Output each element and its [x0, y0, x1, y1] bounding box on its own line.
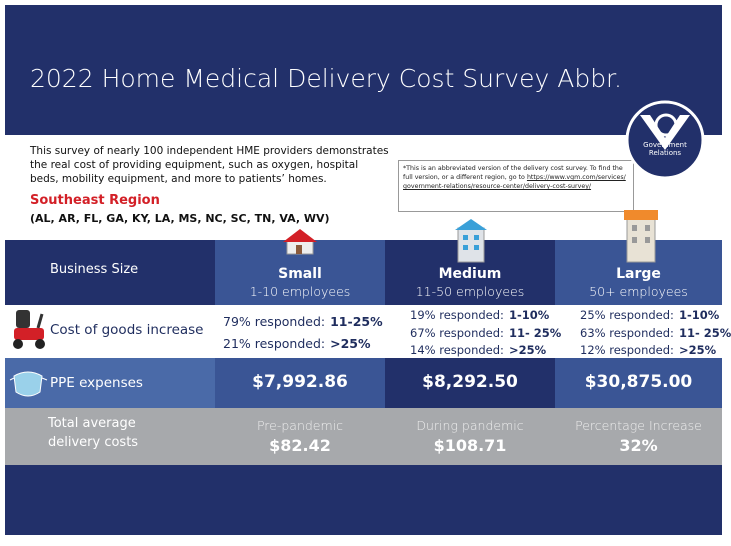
ppe-value: $8,292.50 [422, 372, 518, 392]
large-building-icon [624, 210, 658, 263]
total-label: Percentage Increase [575, 418, 702, 433]
intro-text: This survey of nearly 100 independent HM… [30, 145, 389, 185]
response-share: 25% responded: [580, 308, 674, 322]
response-line: 67% responded: 11- 25% [410, 326, 561, 340]
response-share: 79% responded: [223, 314, 326, 329]
response-range: 1-10% [508, 308, 550, 322]
response-share: 14% responded: [410, 343, 504, 357]
response-share: 63% responded: [580, 325, 674, 340]
column-name: Medium [438, 266, 502, 282]
intro-panel [5, 135, 722, 240]
house-icon [283, 229, 317, 255]
response-share: 21% responded: [223, 336, 326, 351]
logo: Government Relations [625, 100, 705, 180]
region: Southeast Region [30, 193, 160, 208]
response-range: >25% [678, 343, 717, 357]
response-range: 11- 25% [678, 325, 731, 340]
response-range: 11- 25% [508, 325, 562, 340]
total-row [5, 408, 722, 465]
response-line: 19% responded: 1-10% [410, 308, 549, 322]
logo-text: Government Relations [643, 141, 687, 157]
note-link[interactable]: https://www.vgm.com/services/government-… [403, 174, 626, 190]
total-value: $82.42 [269, 436, 331, 455]
response-share: 19% responded: [410, 308, 504, 322]
response-line: 14% responded: >25% [410, 343, 546, 357]
response-range: 11-25% [330, 314, 383, 329]
cost-row: Cost of goods increase 79% responded: 11-2… [5, 305, 731, 358]
response-line: 79% responded: 11-25% [223, 314, 383, 329]
medium-building-icon [455, 219, 487, 263]
note-text: *This is an abbreviated version of the d… [403, 165, 623, 181]
title: 2022 Home Medical Delivery Cost Survey A… [30, 64, 622, 93]
column-name: Large [616, 266, 661, 282]
ppe-cell [385, 358, 555, 408]
response-range: >25% [508, 343, 547, 357]
note-box: *This is an abbreviated version of the d… [398, 160, 634, 212]
response-share: 67% responded: [410, 325, 504, 340]
response-range: 1-10% [678, 308, 720, 322]
header-cell: Large 50+ employees [555, 240, 722, 305]
response-line: 63% responded: 11- 25% [580, 326, 731, 340]
response-range: >25% [330, 336, 371, 351]
row-label: Cost of goods increase [50, 322, 204, 338]
header-cell: Business Size [5, 240, 215, 305]
total-label: During pandemic [416, 418, 524, 433]
column-sub: 50+ employees [589, 284, 688, 299]
column-sub: 1-10 employees [249, 284, 351, 299]
ppe-value: $7,992.86 [252, 372, 348, 392]
total-value: 32% [619, 436, 658, 455]
response-share: 12% responded: [580, 343, 674, 357]
response-line: 12% responded: >25% [580, 343, 716, 357]
ppe-value: $30,875.00 [584, 372, 693, 392]
mask-icon [9, 371, 48, 397]
row-label: Total average delivery costs [48, 416, 139, 450]
ppe-cell [555, 358, 722, 408]
row-label: PPE expenses [50, 375, 143, 391]
ppe-cell [215, 358, 385, 408]
column-name: Small [278, 266, 322, 282]
header-cell: Small 1-10 employees [215, 240, 385, 305]
scooter-icon [13, 310, 45, 349]
states: (AL, AR, FL, GA, KY, LA, MS, NC, SC, TN,… [30, 212, 330, 225]
response-line: 25% responded: 1-10% [580, 308, 719, 322]
response-line: 21% responded: >25% [223, 336, 371, 351]
total-label: Pre-pandemic [256, 418, 344, 433]
total-value: $108.71 [433, 436, 507, 455]
header-label: Business Size [50, 262, 139, 277]
column-sub: 11-50 employees [415, 284, 525, 299]
